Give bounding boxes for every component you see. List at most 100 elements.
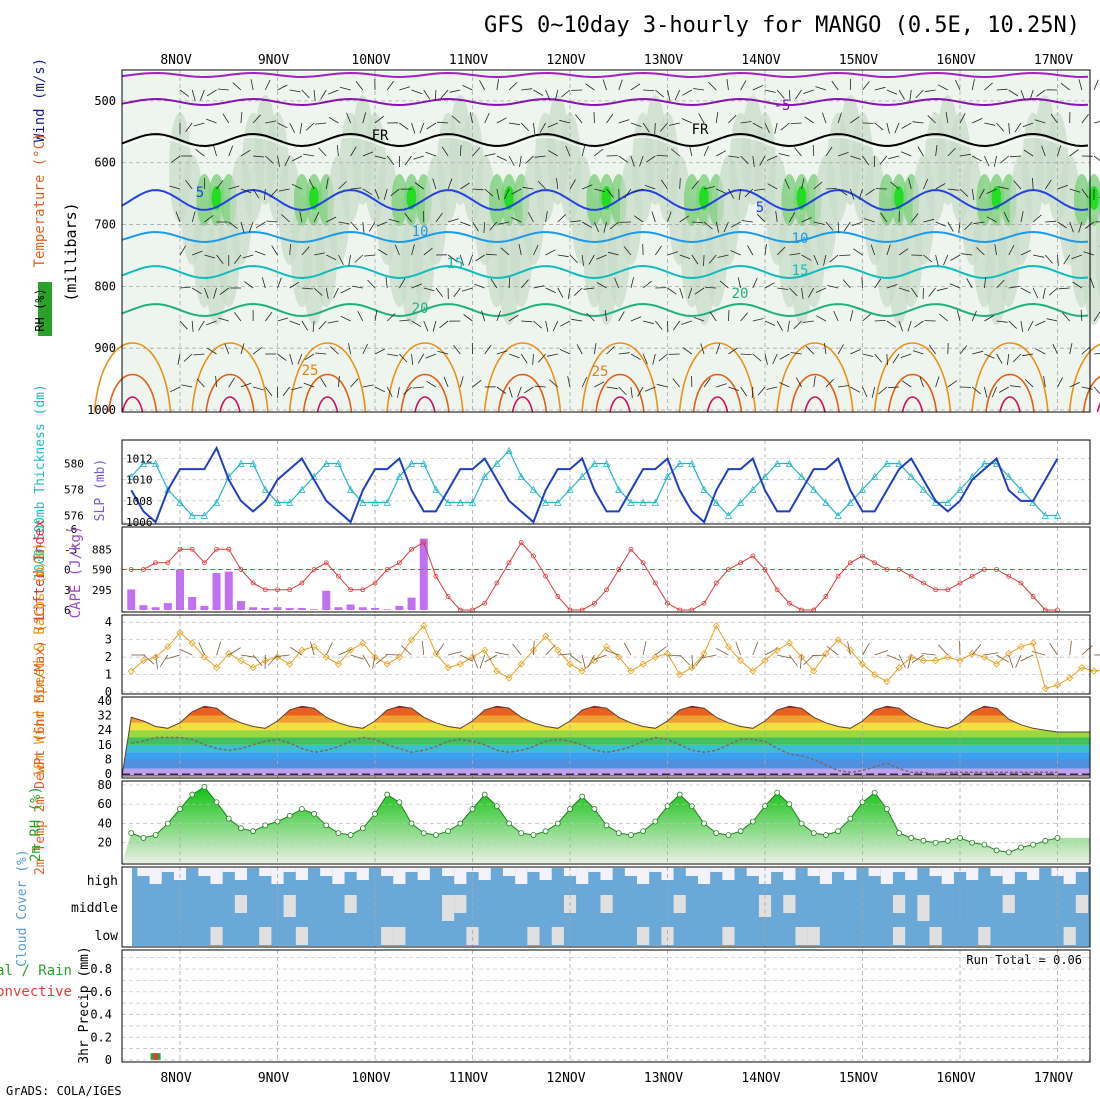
wind-barb bbox=[961, 253, 973, 256]
wind-barb bbox=[569, 179, 576, 190]
wind-barb bbox=[738, 188, 742, 200]
wind-barb bbox=[193, 122, 205, 127]
wind-barb bbox=[594, 188, 606, 193]
wind-speed-marker bbox=[261, 657, 269, 665]
thickness-marker bbox=[834, 511, 842, 519]
wind-barb bbox=[264, 386, 273, 397]
thickness-marker bbox=[590, 459, 599, 467]
wind-barb bbox=[958, 221, 961, 233]
wind-barb bbox=[289, 89, 301, 93]
wind-barb bbox=[509, 122, 520, 126]
cloud-clear-cell bbox=[527, 868, 540, 872]
wind-barb bbox=[278, 188, 290, 192]
wind-barb bbox=[1069, 149, 1079, 157]
wind-speed-marker bbox=[468, 653, 477, 661]
wind-barb bbox=[522, 186, 534, 190]
wind-barb bbox=[752, 318, 764, 322]
wind-barb bbox=[945, 112, 949, 124]
wind-barb bbox=[253, 155, 265, 158]
wind-barb bbox=[1007, 353, 1010, 365]
li-marker bbox=[969, 573, 975, 579]
x-tick-label-top: 15NOV bbox=[839, 53, 878, 68]
wind-barb bbox=[472, 147, 481, 157]
isotherm-line bbox=[121, 132, 1089, 148]
cloud-clear-cell bbox=[966, 868, 979, 880]
rh-marker bbox=[664, 803, 671, 810]
wind-barb bbox=[320, 377, 327, 388]
isotherm-line bbox=[804, 396, 826, 413]
wind-barb bbox=[655, 89, 664, 98]
wind-barb bbox=[964, 221, 973, 231]
wind-barb bbox=[484, 153, 496, 157]
wind-speed-marker bbox=[639, 660, 647, 668]
wind-barb bbox=[888, 155, 900, 160]
wind-barb bbox=[910, 213, 919, 223]
wind-barb bbox=[1032, 177, 1034, 190]
wind-speed-marker bbox=[980, 653, 988, 661]
wind-barb bbox=[508, 155, 515, 166]
wind-barb bbox=[606, 113, 614, 124]
wind-barb bbox=[624, 188, 632, 199]
wind-barb bbox=[537, 180, 546, 190]
wind-barb bbox=[1057, 184, 1068, 190]
wind-barb bbox=[1069, 641, 1072, 656]
wind-barb bbox=[1034, 119, 1046, 124]
wind-barb bbox=[185, 122, 193, 133]
cloud-clear-cell bbox=[990, 868, 1003, 876]
wind-barb bbox=[886, 353, 888, 366]
wind-speed-marker bbox=[249, 664, 257, 672]
isotherm-line bbox=[121, 188, 1089, 212]
cloud-clear-cell bbox=[905, 868, 918, 880]
wind-barb bbox=[459, 144, 462, 157]
wind-barb bbox=[552, 320, 559, 332]
x-tick-label-bottom: 12NOV bbox=[546, 1071, 585, 1086]
wind-barb bbox=[986, 188, 997, 194]
wind-barb bbox=[716, 150, 727, 157]
wind-barb bbox=[892, 353, 900, 364]
wind-barb bbox=[240, 149, 251, 157]
li-marker bbox=[214, 546, 219, 552]
wind-barb bbox=[850, 155, 861, 160]
wind-barb bbox=[403, 386, 412, 395]
wind-barb bbox=[313, 89, 316, 101]
cape-bar bbox=[249, 607, 258, 610]
wind-barb bbox=[862, 353, 874, 357]
wind-barb bbox=[449, 89, 461, 93]
wind-barb bbox=[789, 253, 801, 256]
wind-speed-marker bbox=[871, 670, 879, 679]
wind-barb bbox=[479, 80, 486, 91]
wind-barb bbox=[908, 178, 912, 190]
wind-barb bbox=[609, 221, 620, 230]
cloud-gap-cell bbox=[259, 927, 272, 945]
wind-barb bbox=[642, 122, 650, 133]
wind-barb bbox=[838, 385, 850, 388]
wind-barb bbox=[338, 221, 350, 225]
wind-barb bbox=[362, 188, 373, 196]
wind-barb bbox=[532, 353, 534, 366]
wind-barb bbox=[179, 648, 193, 656]
wind-tick: 2 bbox=[105, 650, 112, 664]
wind-barb bbox=[874, 278, 882, 289]
thickness-marker bbox=[395, 472, 404, 480]
wind-barb bbox=[874, 122, 884, 131]
wind-barb bbox=[709, 311, 717, 322]
wind-barb bbox=[703, 186, 715, 190]
wind-barb bbox=[996, 279, 1005, 289]
cloud-clear-cell bbox=[588, 868, 601, 872]
wind-barb bbox=[1089, 277, 1095, 289]
li-marker bbox=[738, 560, 744, 566]
wind-barb bbox=[411, 283, 422, 289]
li-marker bbox=[396, 560, 402, 566]
thickness-marker bbox=[858, 485, 867, 493]
wind-barb bbox=[997, 186, 1009, 190]
wind-barb bbox=[795, 377, 802, 388]
wind-barb bbox=[784, 178, 790, 190]
wind-barb bbox=[271, 245, 278, 256]
wind-speed-marker bbox=[590, 657, 598, 665]
wind-barb bbox=[310, 641, 315, 656]
wind-barb bbox=[874, 650, 889, 656]
wind-barb bbox=[327, 320, 339, 324]
x-tick-label-bottom: 16NOV bbox=[936, 1071, 975, 1086]
wind-speed-marker bbox=[797, 653, 806, 661]
wind-barb bbox=[1008, 245, 1015, 256]
